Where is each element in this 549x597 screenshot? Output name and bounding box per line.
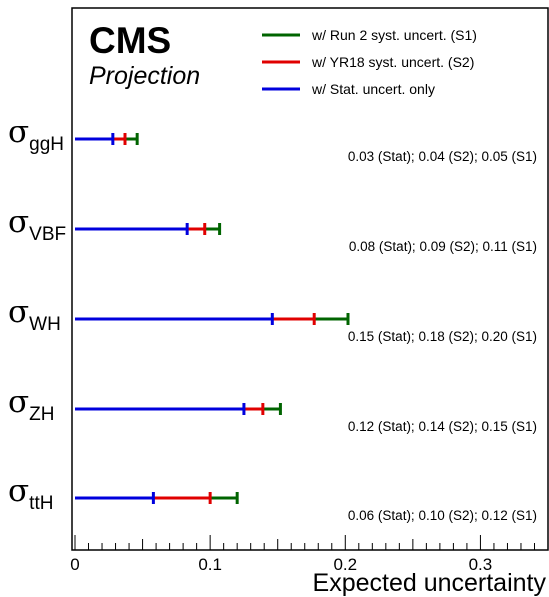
row-vbf: σVBF 0.08 (Stat); 0.09 (S2); 0.11 (S1) (8, 204, 537, 254)
value-annotation-ggh: 0.03 (Stat); 0.04 (S2); 0.05 (S1) (348, 149, 537, 164)
value-annotation-vbf: 0.08 (Stat); 0.09 (S2); 0.11 (S1) (349, 239, 537, 254)
x-tick-label: 0 (70, 555, 79, 574)
plot-frame (71, 7, 549, 551)
x-tick-label: 0.1 (198, 555, 222, 574)
legend-label-stat: w/ Stat. uncert. only (311, 81, 435, 97)
y-tick-label-zh: σZH (8, 384, 55, 425)
row-zh: σZH 0.12 (Stat); 0.14 (S2); 0.15 (S1) (8, 384, 537, 434)
x-axis: 0 0.1 0.2 0.3 (70, 535, 549, 574)
x-tick-label: 0.2 (333, 555, 357, 574)
cms-brand: CMS (89, 20, 171, 61)
value-annotation-zh: 0.12 (Stat); 0.14 (S2); 0.15 (S1) (348, 419, 537, 434)
y-tick-label-tth: σttH (8, 473, 53, 514)
row-ggh: σggH 0.03 (Stat); 0.04 (S2); 0.05 (S1) (8, 114, 537, 164)
x-axis-label: Expected uncertainty (313, 569, 547, 597)
y-tick-label-wh: σWH (8, 294, 61, 335)
projection-subtitle: Projection (89, 62, 200, 90)
value-annotation-wh: 0.15 (Stat); 0.18 (S2); 0.20 (S1) (348, 329, 537, 344)
chart-rows: σggH 0.03 (Stat); 0.04 (S2); 0.05 (S1) σVB… (8, 114, 537, 523)
legend: w/ Run 2 syst. uncert. (S1) w/ YR18 syst.… (262, 27, 477, 97)
y-tick-label-vbf: σVBF (8, 204, 66, 245)
row-wh: σWH 0.15 (Stat); 0.18 (S2); 0.20 (S1) (8, 294, 537, 344)
legend-label-s1: w/ Run 2 syst. uncert. (S1) (311, 27, 477, 43)
value-annotation-tth: 0.06 (Stat); 0.10 (S2); 0.12 (S1) (348, 508, 537, 523)
x-tick-label: 0.3 (469, 555, 493, 574)
legend-label-s2: w/ YR18 syst. uncert. (S2) (311, 54, 474, 70)
y-tick-label-ggh: σggH (8, 114, 64, 155)
row-tth: σttH 0.06 (Stat); 0.10 (S2); 0.12 (S1) (8, 473, 537, 523)
